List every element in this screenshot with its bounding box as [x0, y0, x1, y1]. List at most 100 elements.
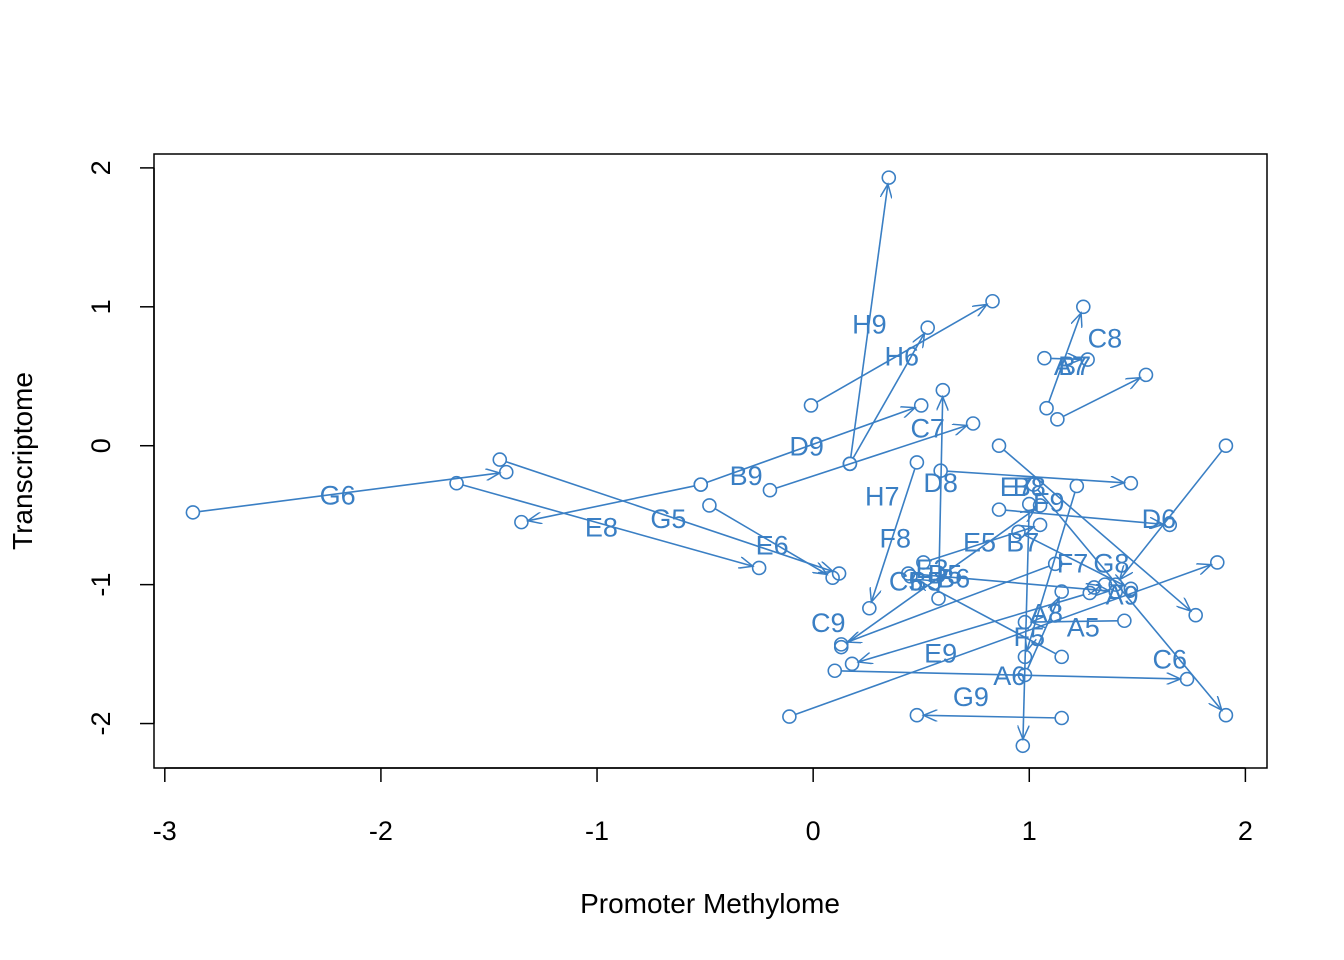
point-label: F5	[1014, 622, 1046, 652]
point-label: G5	[650, 504, 686, 534]
point-layer	[185, 170, 1234, 754]
point-end-E3	[844, 656, 860, 672]
arrow-E6	[714, 508, 827, 575]
point-end-B5	[1032, 517, 1048, 533]
arrow-H7	[852, 333, 924, 459]
arrow-H6	[816, 304, 987, 403]
plot-frame	[153, 153, 1268, 769]
point-label: B8	[1013, 472, 1046, 502]
point-start-C8	[1050, 412, 1065, 427]
point-end-G6	[498, 464, 514, 480]
arrow-F5	[1023, 510, 1030, 740]
point-label: D5	[928, 560, 963, 590]
point-label: D6	[1142, 504, 1177, 534]
point-label: B6	[937, 564, 970, 594]
point-label: F8	[880, 523, 912, 553]
point-start-F6	[1054, 649, 1069, 665]
point-start-D8	[933, 463, 948, 479]
point-start-C9	[833, 639, 849, 655]
point-start-B6	[1047, 556, 1063, 572]
arrow-C6	[1003, 449, 1191, 611]
arrow-G9	[923, 715, 1056, 718]
point-end-D5	[935, 382, 951, 398]
point-start-E3	[1082, 585, 1098, 601]
arrow-B5	[929, 527, 1034, 562]
point-end-A5	[1017, 614, 1033, 630]
point-label: E6	[756, 530, 789, 560]
point-end-D8	[1123, 475, 1139, 491]
point-end-B9	[913, 398, 929, 413]
arrow-B6	[847, 565, 1050, 642]
point-end-D6	[1162, 517, 1178, 533]
point-label: A7	[1054, 351, 1087, 381]
point-end-E7	[1218, 707, 1234, 723]
x-tick-label: 0	[806, 816, 821, 846]
arrow-D6	[1005, 509, 1163, 524]
point-end-A6	[1179, 671, 1195, 687]
point-label: H7	[865, 482, 900, 512]
point-label: E9	[924, 639, 957, 669]
point-start-A9	[1097, 577, 1113, 592]
x-tick-label: 1	[1022, 816, 1037, 846]
point-start-G9	[1054, 710, 1069, 726]
point-label: A6	[993, 661, 1026, 691]
point-start-A5	[1117, 613, 1132, 629]
arrow-C8	[1062, 378, 1140, 418]
point-start-D9	[693, 477, 709, 492]
point-label: E3	[916, 554, 949, 584]
point-label: E7	[1000, 472, 1033, 502]
point-end-C8	[1138, 367, 1154, 383]
x-tick-label: -3	[153, 816, 177, 846]
point-label: C6	[1152, 644, 1187, 674]
arrow-D9	[528, 485, 695, 521]
arrow-H9	[849, 184, 888, 458]
arrow-B7	[1048, 313, 1081, 403]
x-tick-label: -1	[585, 816, 609, 846]
point-label: B7	[1006, 528, 1039, 558]
point-start-F8	[909, 455, 925, 470]
point-start-A8	[1017, 667, 1033, 683]
point-start-D6	[991, 502, 1007, 517]
y-axis: -2 -1 0 1 2	[86, 160, 155, 736]
arrow-C7	[775, 426, 967, 489]
y-axis-label: Transcriptome	[7, 372, 38, 550]
arrow-E5	[1023, 534, 1125, 586]
point-start-E9	[782, 709, 797, 724]
arrow-F8	[871, 468, 916, 602]
point-label: B7	[1058, 351, 1091, 381]
point-label: G8	[1093, 548, 1129, 578]
arrow-G8	[1120, 450, 1223, 580]
point-end-B7	[1076, 299, 1091, 315]
point-start-F5	[1021, 496, 1037, 512]
arrow-A6	[841, 670, 1180, 679]
point-label: E5	[963, 528, 996, 558]
point-label: C8	[1088, 323, 1123, 353]
point-start-A6	[827, 663, 843, 679]
point-end-E5	[1123, 581, 1139, 597]
point-label: E8	[585, 512, 618, 542]
arrow-G6	[199, 473, 499, 513]
arrow-E8	[462, 484, 753, 566]
point-label: B5	[909, 566, 942, 596]
arrow-F7	[1027, 491, 1076, 650]
arrow-E3	[858, 594, 1084, 662]
point-start-B5	[916, 555, 931, 570]
point-end-F5	[1015, 738, 1031, 754]
point-label: F7	[1057, 548, 1089, 578]
point-start-C6	[991, 438, 1007, 454]
point-label: D8	[923, 468, 958, 498]
arrow-C5	[914, 573, 1110, 591]
point-end-C6	[1188, 607, 1203, 623]
point-end-C5	[1108, 584, 1124, 599]
point-label: H9	[852, 309, 887, 339]
point-end-E8	[751, 560, 767, 576]
x-axis: -3 -2 -1 0 1 2	[153, 767, 1253, 846]
point-end-B6	[833, 637, 849, 652]
point-start-D5	[931, 591, 946, 606]
y-tick-label: 1	[86, 299, 116, 314]
point-end-A7	[1080, 352, 1095, 367]
point-label: A9	[1106, 580, 1139, 610]
arrow-E9	[795, 565, 1211, 716]
point-end-F8	[862, 600, 877, 616]
